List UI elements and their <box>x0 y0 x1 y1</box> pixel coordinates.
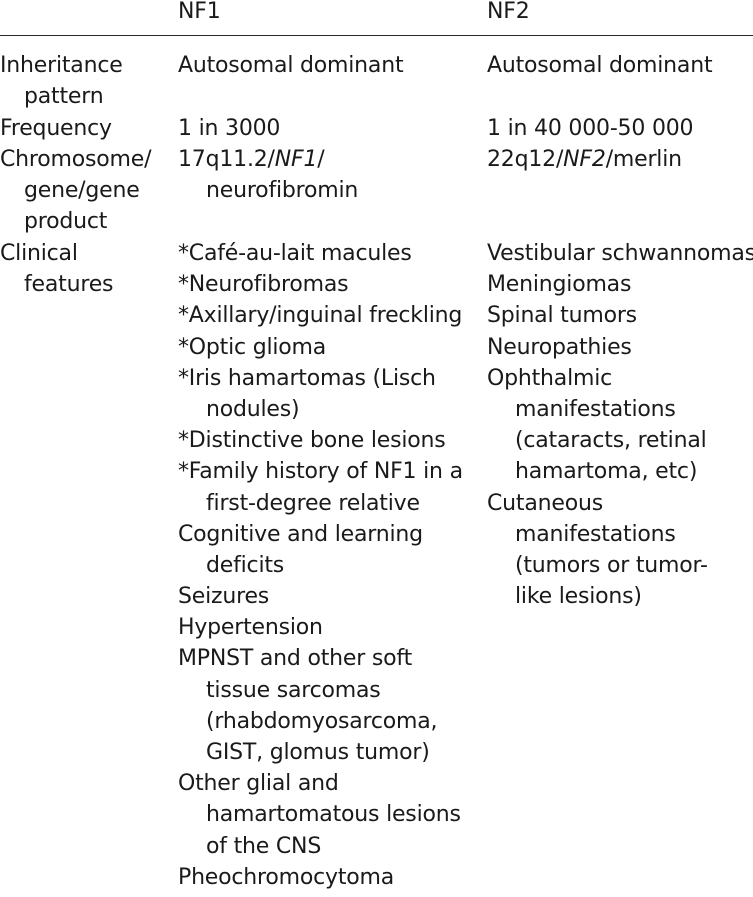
nf1-feature: Hypertension <box>178 615 323 641</box>
nf1-feature: *Café-au-lait macules <box>178 241 412 266</box>
nf1-cell: *Café-au-lait macules *Neurofibromas *Ax… <box>178 238 478 893</box>
row-label-line: Clinical <box>0 241 78 266</box>
nf1-feature-cont: first-degree relative <box>206 490 420 516</box>
row-label-line: Frequency <box>0 116 112 141</box>
row-label-line: pattern <box>24 84 104 110</box>
nf1-feature: Other glial and <box>178 771 339 797</box>
nf1-feature: *Distinctive bone lesions <box>178 428 446 454</box>
nf1-feature-cont: GIST, glomus tumor) <box>206 740 430 765</box>
nf2-value: Autosomal dominant <box>487 53 713 78</box>
row-label-line: features <box>24 272 114 298</box>
row-label-line: Inheritance <box>0 53 123 78</box>
nf1-value: Autosomal dominant <box>178 53 404 78</box>
nf1-feature-cont: deficits <box>206 552 285 578</box>
header-rule <box>0 35 753 36</box>
nf1-feature: Cognitive and learning <box>178 521 423 547</box>
nf2-cell: Vestibular schwannomas Meningiomas Spina… <box>487 238 753 612</box>
nf2-feature-cont: (tumors or tumor- <box>515 552 708 578</box>
nf1-product: neurofibromin <box>206 178 359 204</box>
nf1-value: 17q11.2/NF1/ <box>178 144 478 175</box>
nf1-gene: NF1 <box>274 147 318 172</box>
nf1-feature-cont: (rhabdomyosarcoma, <box>206 708 438 734</box>
nf1-feature: *Family history of NF1 in a <box>178 459 463 485</box>
row-label: Inheritance pattern <box>0 50 170 112</box>
nf2-cell: Autosomal dominant <box>487 50 753 81</box>
nf2-feature-cont: manifestations <box>515 521 676 547</box>
nf2-feature-cont: (cataracts, retinal <box>515 428 707 454</box>
nf2-feature: Cutaneous <box>487 490 603 516</box>
row-label-line: gene/gene <box>24 178 140 204</box>
nf2-feature: Spinal tumors <box>487 303 637 329</box>
nf1-locus: 17q11.2/ <box>178 147 275 172</box>
nf2-cell: 1 in 40 000-50 000 <box>487 113 753 144</box>
nf1-cell: Autosomal dominant <box>178 50 478 81</box>
nf1-feature-cont: nodules) <box>206 396 300 422</box>
nf1-feature: MPNST and other soft <box>178 646 412 672</box>
row-label: Frequency <box>0 113 170 144</box>
row-label-line: product <box>24 209 108 235</box>
nf1-cell: 17q11.2/NF1/ neurofibromin <box>178 144 478 206</box>
nf2-gene: NF2 <box>563 147 606 172</box>
nf1-feature: *Neurofibromas <box>178 272 349 298</box>
nf1-value: 1 in 3000 <box>178 116 281 141</box>
row-label: Clinical features <box>0 238 170 300</box>
nf1-feature-cont: of the CNS <box>206 833 322 859</box>
nf1-feature: *Iris hamartomas (Lisch <box>178 365 436 391</box>
nf2-value: 1 in 40 000-50 000 <box>487 116 694 141</box>
nf1-cell: 1 in 3000 <box>178 113 478 144</box>
row-label-line: Chromosome/ <box>0 147 152 172</box>
nf2-value: 22q12/NF2/merlin <box>487 144 753 175</box>
nf2-cell: 22q12/NF2/merlin <box>487 144 753 175</box>
nf1-separator: / <box>317 147 325 172</box>
nf2-feature: Vestibular schwannomas <box>487 241 753 266</box>
nf1-feature: Pheochromocytoma <box>178 864 395 890</box>
nf2-feature-cont: hamartoma, etc) <box>515 459 698 485</box>
nf2-product: /merlin <box>605 147 682 172</box>
nf1-feature-cont: tissue sarcomas <box>206 677 381 703</box>
nf1-feature: Seizures <box>178 584 270 610</box>
nf2-feature-cont: manifestations <box>515 396 676 422</box>
table-header-row: NF1 NF2 <box>0 0 753 36</box>
header-nf2: NF2 <box>487 0 530 24</box>
nf1-feature-cont: hamartomatous lesions <box>206 802 461 828</box>
nf1-feature: *Optic glioma <box>178 334 327 360</box>
nf2-feature: Neuropathies <box>487 334 632 360</box>
header-nf1: NF1 <box>178 0 221 24</box>
nf1-feature: *Axillary/inguinal freckling <box>178 303 463 329</box>
nf2-locus: 22q12/ <box>487 147 564 172</box>
nf2-feature: Ophthalmic <box>487 365 613 391</box>
row-label: Chromosome/ gene/gene product <box>0 144 170 238</box>
nf2-feature-cont: like lesions) <box>515 584 642 610</box>
nf2-feature: Meningiomas <box>487 272 632 298</box>
